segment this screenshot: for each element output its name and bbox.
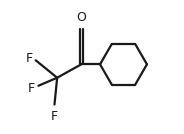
Text: F: F [51, 110, 58, 123]
Text: F: F [27, 82, 34, 95]
Text: O: O [76, 11, 86, 24]
Text: F: F [26, 52, 33, 66]
